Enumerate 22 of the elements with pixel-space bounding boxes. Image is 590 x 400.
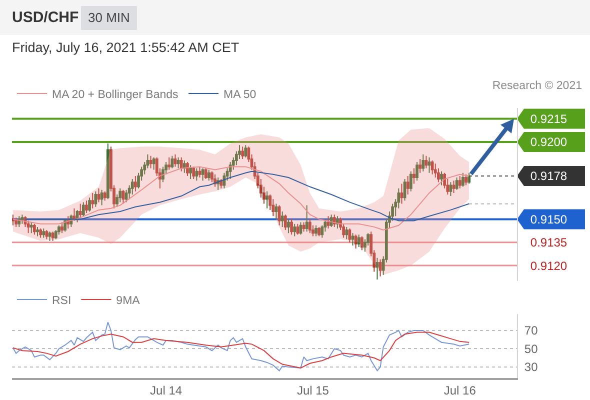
x-tick-label: Jul 16 xyxy=(444,383,476,398)
y-tick-label: 0.9150 xyxy=(530,212,568,226)
y-tick-label: 0.9178 xyxy=(530,169,568,184)
line-series xyxy=(12,332,470,368)
text: 30 MIN xyxy=(81,6,137,30)
y-tick-label: 50 xyxy=(524,342,538,356)
text: Research © 2021 xyxy=(492,79,582,93)
chart-subtitle: Friday, July 16, 2021 1:55:42 AM CET xyxy=(12,40,240,56)
y-tick-label: 0.9215 xyxy=(530,112,568,126)
x-tick-label: Jul 15 xyxy=(296,383,330,398)
line-series xyxy=(12,322,470,372)
legend-label: 9MA xyxy=(116,294,140,307)
chart-title: USD/CHF xyxy=(12,9,79,26)
legend-label: MA 20 + Bollinger Bands xyxy=(52,88,179,101)
x-tick-label: Jul 14 xyxy=(150,383,182,398)
legend-label: RSI xyxy=(52,294,72,307)
y-tick-label: 70 xyxy=(524,324,538,338)
y-tick-label: 30 xyxy=(524,360,538,374)
y-tick-label: 0.9135 xyxy=(530,236,568,250)
y-tick-label: 0.9200 xyxy=(530,135,568,150)
legend-label: MA 50 xyxy=(224,88,256,101)
y-tick-label: 0.9120 xyxy=(530,258,568,273)
